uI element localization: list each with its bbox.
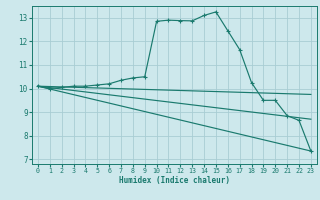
X-axis label: Humidex (Indice chaleur): Humidex (Indice chaleur) (119, 176, 230, 185)
